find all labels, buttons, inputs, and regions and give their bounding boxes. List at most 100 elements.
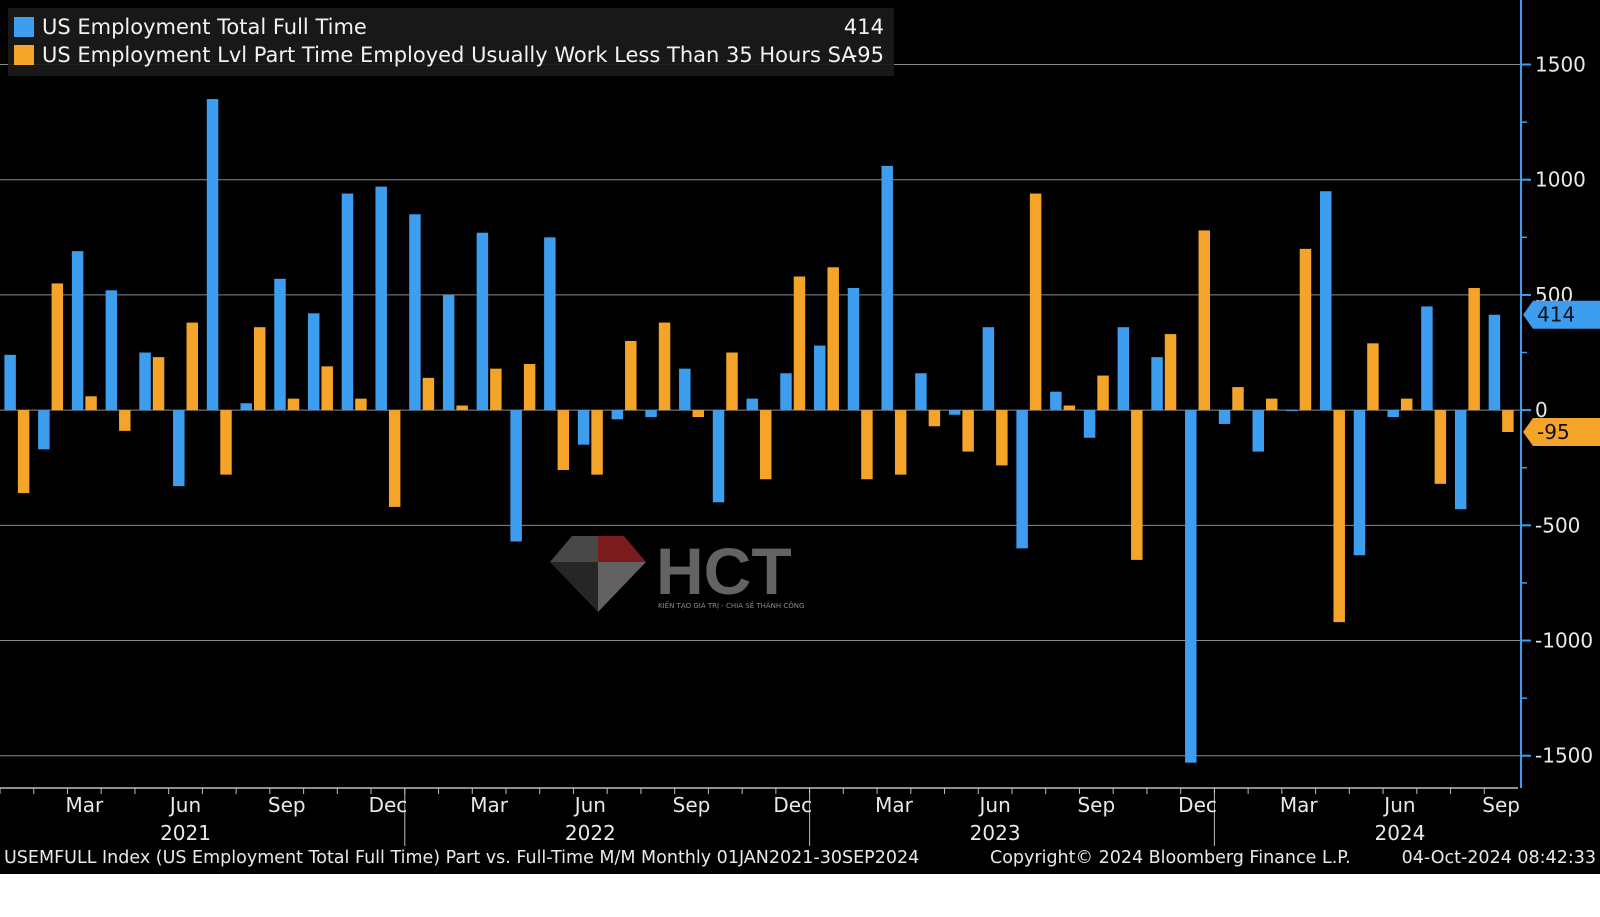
y-tick-label: 1000 [1535,168,1586,192]
bar-full-time [1016,410,1028,549]
y-tick-label: -1000 [1535,629,1593,653]
bar-full-time [577,410,590,445]
last-value-label-full-time: 414 [1537,303,1575,327]
bar-full-time [476,232,489,411]
chart-panel: 1500 1000 500 0 -500 -1000 -1500 Mar Jun Sep Dec Ma… [0,0,1600,874]
bar-part-time [658,322,671,411]
bar-full-time [1117,327,1130,411]
bar-full-time [4,354,16,411]
watermark-brand: HCT [656,534,792,608]
bar-part-time [287,398,300,411]
bar-full-time [1151,357,1163,411]
bar-part-time [321,366,333,411]
bar-part-time [1266,398,1278,411]
x-tick-label: Dec [1178,793,1217,817]
bar-part-time [355,398,367,411]
bar-part-time [894,410,907,475]
bar-part-time [591,410,603,475]
bar-part-time [254,327,266,411]
bar-part-time [1097,375,1109,411]
bar-full-time [240,403,252,411]
bar-part-time [827,267,839,411]
x-tick-label: Mar [65,793,104,817]
bar-part-time [928,410,941,427]
bar-part-time [1063,405,1076,411]
x-tick-label: Dec [773,793,812,817]
y-tick-label: -1500 [1535,744,1593,768]
bar-full-time [71,251,84,411]
bar-full-time [1353,410,1366,556]
bar-part-time [119,410,131,431]
bar-part-time [85,396,97,411]
bar-part-time [456,405,468,411]
x-tick-label: Jun [168,793,201,817]
bar-full-time [442,294,455,411]
bar-full-time [712,410,725,503]
bar-part-time [996,410,1008,466]
bar-full-time [645,410,657,418]
bar-full-time [746,398,758,411]
bar-full-time [1185,410,1197,763]
bar-full-time [915,373,927,411]
bar-full-time [1050,391,1062,411]
bar-full-time [813,345,826,411]
bar-full-time [948,410,961,415]
bar-part-time [152,357,165,411]
last-value-label-part-time: -95 [1537,420,1570,444]
x-tick-label: Mar [1280,793,1319,817]
y-tick-label: -500 [1535,513,1580,537]
x-tick-label: Sep [1077,793,1115,817]
bar-part-time [726,352,738,411]
x-tick-label: Jun [978,793,1011,817]
bar-part-time [186,322,199,411]
bar-full-time [375,186,387,411]
bar-full-time [847,288,860,411]
bar-full-time [1252,410,1264,452]
legend-value-part-time: -95 [849,43,884,67]
footer-copyright: Copyright© 2024 Bloomberg Finance L.P. [990,848,1351,868]
year-label: 2021 [160,821,211,845]
bar-part-time [557,410,570,471]
bar-full-time [206,99,219,411]
bar-part-time [388,410,401,507]
bar-full-time [139,352,151,411]
bar-full-time [611,410,624,420]
bar-part-time [1232,387,1244,411]
bar-part-time [490,368,502,411]
bar-part-time [1299,248,1312,411]
x-tick-label: Sep [673,793,711,817]
y-tick-label: 1500 [1535,53,1586,77]
bar-part-time [1367,343,1379,411]
legend-label-part-time: US Employment Lvl Part Time Employed Usu… [42,43,856,67]
bar-full-time [1454,410,1467,510]
year-label: 2022 [565,821,616,845]
bar-full-time [1421,306,1433,411]
bar-part-time [760,410,772,480]
bar-full-time [544,237,556,411]
bar-full-time [881,165,893,411]
bar-part-time [692,410,705,418]
bar-full-time [780,373,792,411]
bar-part-time [1468,288,1480,411]
bar-full-time [510,410,522,542]
bar-full-time [1319,191,1332,411]
bar-part-time [1333,410,1345,623]
bar-part-time [1164,334,1177,411]
x-tick-label: Mar [470,793,509,817]
bar-part-time [1198,230,1211,411]
bar-full-time [274,278,286,411]
last-value-tag-full-time [1523,300,1600,329]
bar-full-time [1387,410,1399,418]
bar-part-time [1400,398,1413,411]
bar-full-time [38,410,50,450]
bar-full-time [173,410,185,487]
bar-part-time [523,364,536,411]
bar-full-time [105,290,118,411]
bar-part-time [17,410,30,494]
bar-full-time [1083,410,1096,438]
bar-full-time [679,368,691,411]
legend: US Employment Total Full Time 414 US Emp… [8,8,894,76]
year-label: 2024 [1374,821,1425,845]
bar-full-time [409,214,421,411]
